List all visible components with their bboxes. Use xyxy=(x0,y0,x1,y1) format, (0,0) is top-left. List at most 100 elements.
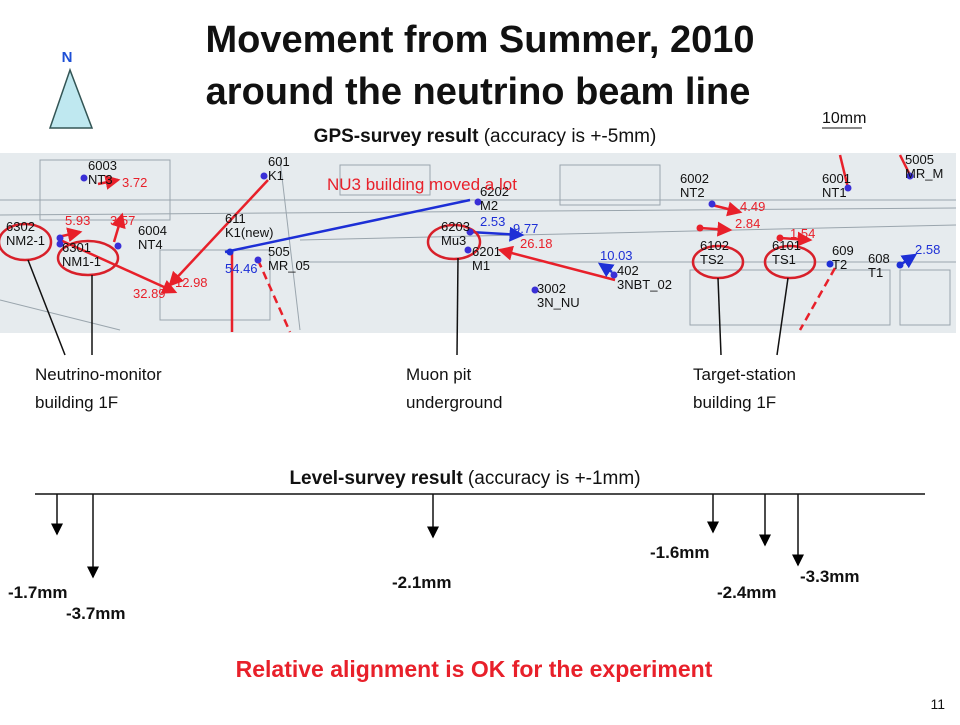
station-dot xyxy=(610,271,618,279)
station-dot xyxy=(56,234,64,242)
station-dot xyxy=(114,242,122,250)
station-id: 6202 xyxy=(480,184,509,199)
station-name: K1 xyxy=(268,168,284,183)
displacement-label: 54.46 xyxy=(225,261,258,276)
level-arrows xyxy=(51,494,804,579)
displacement-label: 12.98 xyxy=(175,275,208,290)
station-id: 6002 xyxy=(680,171,709,186)
displacement-label: 2.84 xyxy=(735,216,760,231)
callout-label: building 1F xyxy=(693,393,776,412)
callout-label: underground xyxy=(406,393,502,412)
displacement-label: 10.03 xyxy=(600,248,633,263)
station-id: 3002 xyxy=(537,281,566,296)
callout-lines xyxy=(27,257,789,356)
level-value: -1.7mm xyxy=(8,583,68,602)
station-dot xyxy=(696,224,704,232)
station-id: 6102 xyxy=(700,238,729,253)
station-dot xyxy=(254,256,262,264)
north-label: N xyxy=(62,49,73,66)
station-id: 6301 xyxy=(62,240,91,255)
station-name: NT1 xyxy=(822,185,847,200)
station-dot xyxy=(80,174,88,182)
station-id: 6302 xyxy=(6,219,35,234)
heading-bold: Level-survey result xyxy=(289,468,463,489)
level-value: -3.7mm xyxy=(66,604,126,623)
callout-rings xyxy=(0,222,817,280)
station-dot xyxy=(776,234,784,242)
station-id: 6003 xyxy=(88,158,117,173)
displacement-label: 9.77 xyxy=(513,221,538,236)
station-id: 608 xyxy=(868,251,890,266)
title-line: around the neutrino beam line xyxy=(206,71,751,113)
displacement-label: 5.93 xyxy=(65,213,90,228)
heading-normal: (accuracy is +-5mm) xyxy=(478,126,656,147)
station-name: M2 xyxy=(480,198,498,213)
station-id: 611 xyxy=(225,211,246,226)
displacement-label: 3.57 xyxy=(110,213,135,228)
station-dot xyxy=(474,198,482,206)
station-name: K1(new) xyxy=(225,225,273,240)
north-arrow xyxy=(48,67,94,129)
displacement-label: 32.89 xyxy=(133,286,166,301)
station-dot xyxy=(466,228,474,236)
station-name: 3NBT_02 xyxy=(617,277,672,292)
level-value: -1.6mm xyxy=(650,543,710,562)
heading-normal: (accuracy is +-1mm) xyxy=(463,468,641,489)
station-id: 6001 xyxy=(822,171,851,186)
station-name: Mu3 xyxy=(441,233,466,248)
station-name: T1 xyxy=(868,265,883,280)
station-id: 5005 xyxy=(905,152,934,167)
station-id: 505 xyxy=(268,244,290,259)
station-name: 3N_NU xyxy=(537,295,580,310)
displacement-label: 2.58 xyxy=(915,242,940,257)
station-name: MR_M xyxy=(905,166,943,181)
gps-heading: GPS-survey result (accuracy is +-5mm) xyxy=(314,126,657,147)
station-dot xyxy=(906,172,914,180)
displacement-label: 3.72 xyxy=(122,175,147,190)
station-name: NT4 xyxy=(138,237,163,252)
map-annotation: NU3 building moved a lot xyxy=(327,175,517,194)
level-heading: Level-survey result (accuracy is +-1mm) xyxy=(289,468,640,489)
station-dot xyxy=(896,261,904,269)
callout-label: building 1F xyxy=(35,393,118,412)
station-id: 6004 xyxy=(138,223,167,238)
page-number: 11 xyxy=(930,696,945,712)
station-dot xyxy=(56,240,64,248)
callout-label: Muon pit xyxy=(406,365,471,384)
level-value: -2.1mm xyxy=(392,573,452,592)
station-name: NT2 xyxy=(680,185,705,200)
station-name: T2 xyxy=(832,257,847,272)
station-dot xyxy=(531,286,539,294)
station-name: TS1 xyxy=(772,252,796,267)
displacement-label: 26.18 xyxy=(520,236,553,251)
displacement-label: 2.53 xyxy=(480,214,505,229)
title-line: Movement from Summer, 2010 xyxy=(205,19,754,61)
station-id: 601 xyxy=(268,154,290,169)
callout-label: Neutrino-monitor xyxy=(35,365,162,384)
station-dot xyxy=(844,184,852,192)
station-name: M1 xyxy=(472,258,490,273)
station-name: TS2 xyxy=(700,252,724,267)
station-id: 6203 xyxy=(441,219,470,234)
station-dot xyxy=(708,200,716,208)
station-name: MR_05 xyxy=(268,258,310,273)
station-name: NM2-1 xyxy=(6,233,45,248)
station-id: 6201 xyxy=(472,244,501,259)
station-dot xyxy=(826,260,834,268)
station-dot xyxy=(260,172,268,180)
station-id: 609 xyxy=(832,243,854,258)
displacement-label: 4.49 xyxy=(740,199,765,214)
displacement-label: 1.54 xyxy=(790,226,815,241)
conclusion: Relative alignment is OK for the experim… xyxy=(236,656,713,682)
heading-bold: GPS-survey result xyxy=(314,126,479,147)
displacement-arrows xyxy=(57,154,918,333)
station-id: 6101 xyxy=(772,238,801,253)
level-value: -3.3mm xyxy=(800,567,860,586)
station-name: NM1-1 xyxy=(62,254,101,269)
station-id: 402 xyxy=(617,263,639,278)
map xyxy=(0,153,957,333)
level-value: -2.4mm xyxy=(717,583,777,602)
scale-label: 10mm xyxy=(822,110,866,127)
